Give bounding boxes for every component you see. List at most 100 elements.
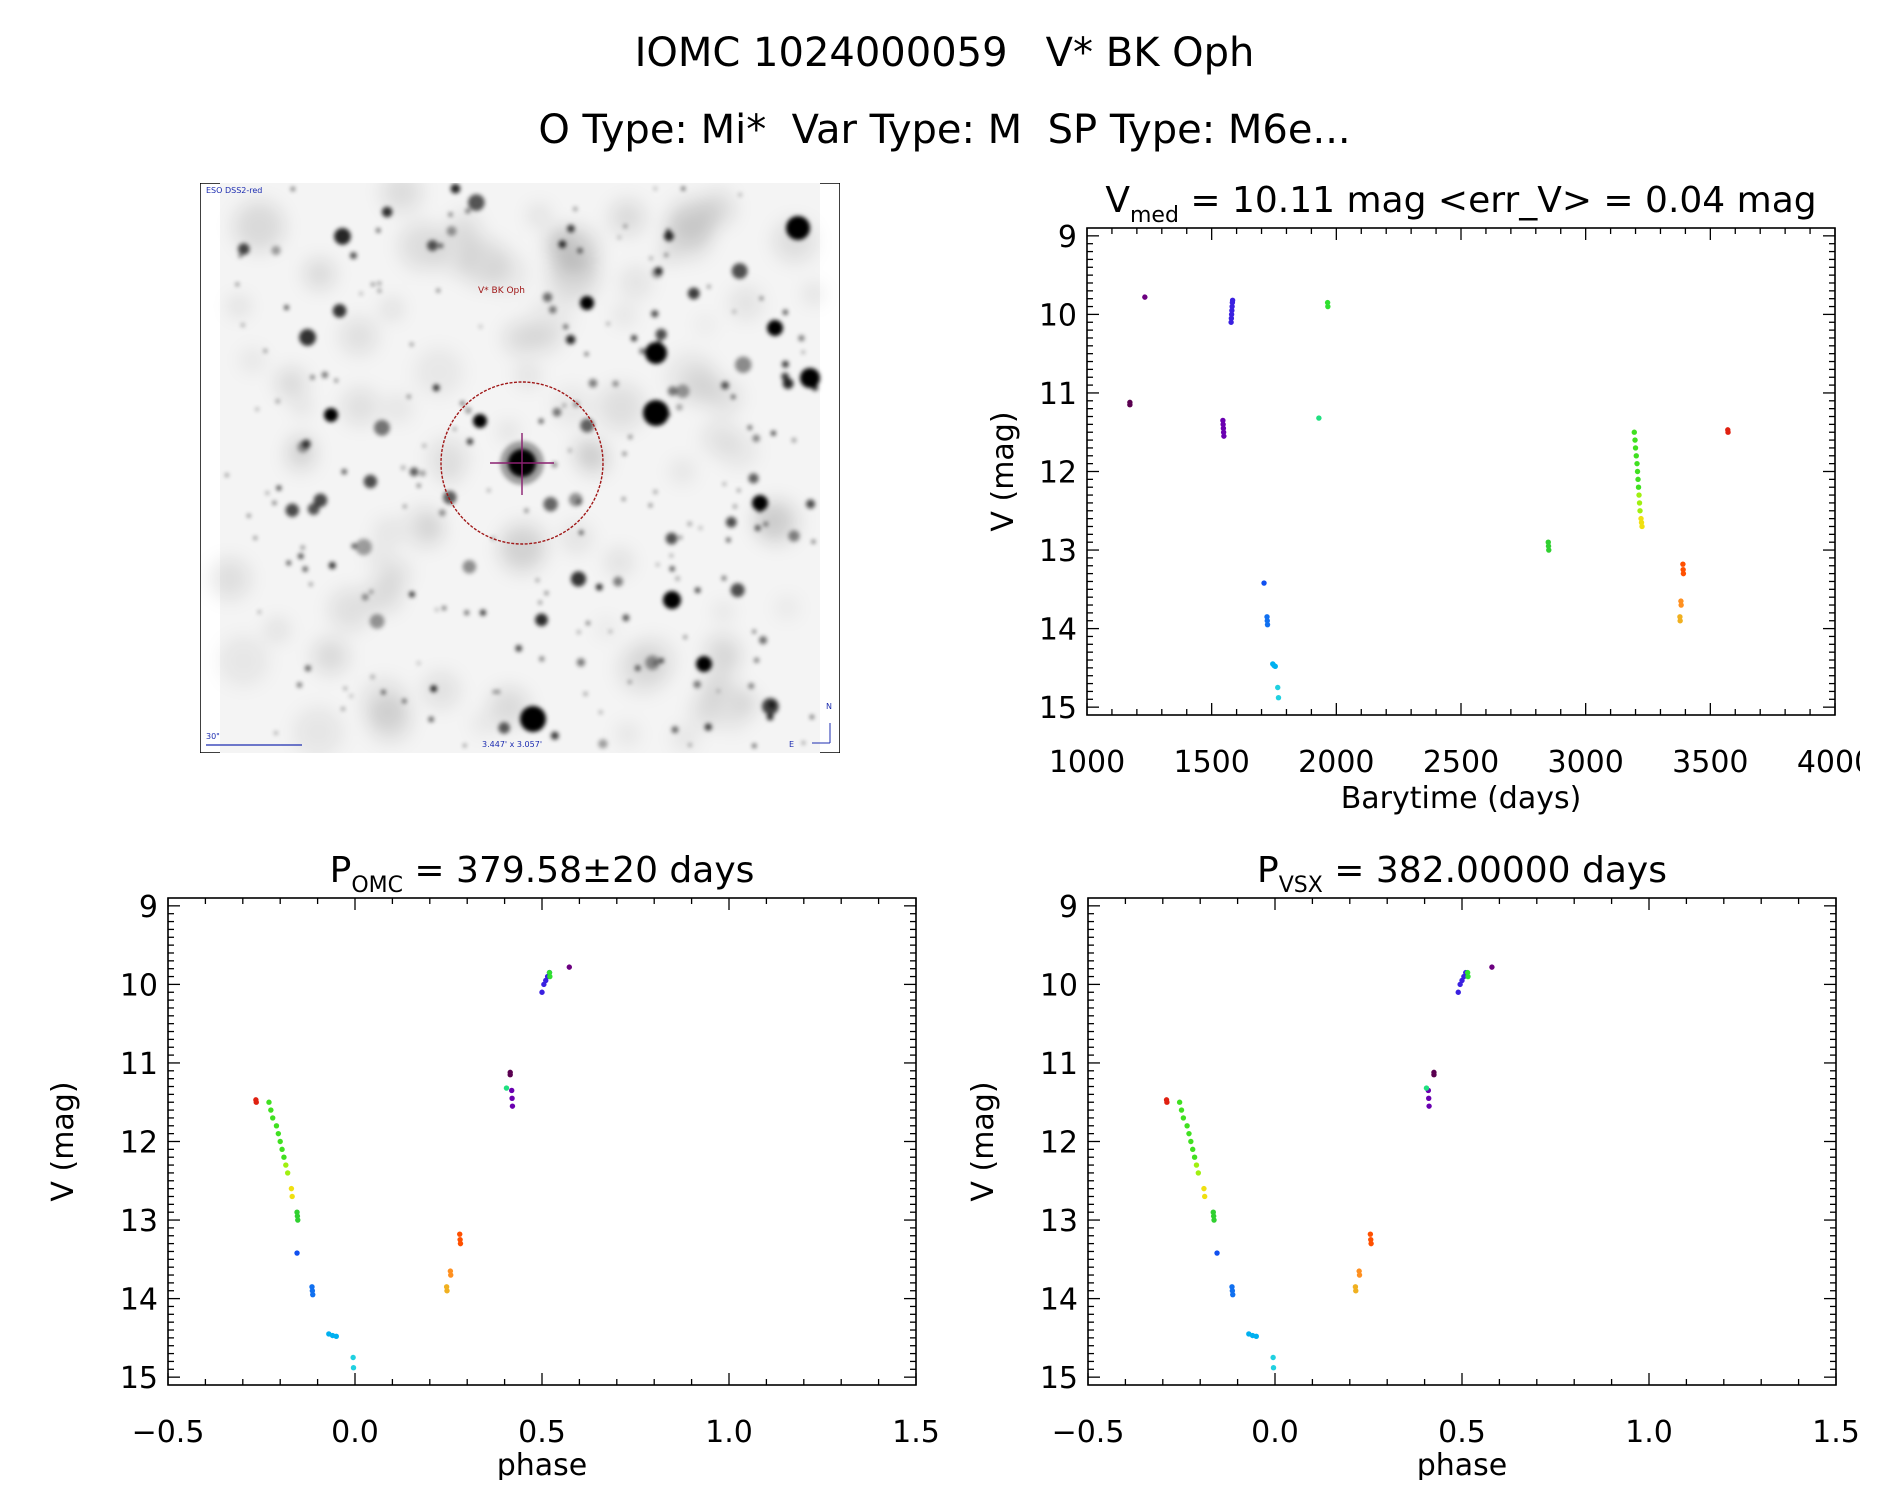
data-point	[1201, 1193, 1208, 1200]
x-tick-label: 0.5	[518, 1415, 566, 1450]
data-points	[1127, 294, 1731, 701]
data-point	[275, 1130, 282, 1137]
chart-title: PVSX = 382.00000 days	[1257, 850, 1667, 898]
data-point	[1634, 460, 1640, 467]
x-tick-label: 4000	[1797, 745, 1860, 780]
chart-title-symbol: V	[1105, 180, 1130, 221]
y-tick-label: 13	[120, 1204, 158, 1239]
data-point	[288, 1185, 295, 1192]
y-tick-label: 12	[120, 1126, 158, 1161]
data-points	[253, 964, 573, 1371]
target-marker	[440, 381, 604, 545]
y-tick-label: 13	[1039, 534, 1077, 569]
data-point	[294, 1250, 300, 1256]
data-point	[1210, 1213, 1217, 1219]
phase-omc-chart: POMC = 379.58±20 days −0.5 0.0 0.5 1.0 1.5 9 10…	[46, 850, 940, 1480]
data-point	[1678, 602, 1684, 608]
data-point	[1465, 973, 1471, 980]
fov-label: 3.447' x 3.057'	[482, 740, 542, 749]
x-tick-label: 1.0	[1625, 1415, 1673, 1450]
data-point	[1633, 453, 1639, 459]
figure-subtitle: O Type: Mi* Var Type: M SP Type: M6e...	[538, 107, 1351, 153]
data-point	[1635, 484, 1642, 490]
data-point	[1353, 1288, 1359, 1294]
data-point	[448, 1272, 454, 1278]
x-tick-label: 1500	[1173, 745, 1249, 780]
data-point	[1142, 294, 1148, 300]
data-point	[1214, 1250, 1220, 1256]
data-point	[295, 1217, 301, 1223]
data-point	[1546, 547, 1552, 553]
data-point	[1634, 468, 1641, 475]
data-point	[294, 1209, 300, 1215]
data-point	[294, 1213, 301, 1219]
scale-bar-label: 30"	[206, 732, 220, 741]
target-label: V* BK Oph	[478, 286, 525, 296]
data-point	[1210, 1209, 1216, 1215]
x-tick-label: 2000	[1298, 745, 1374, 780]
y-tick-label: 15	[1039, 691, 1077, 726]
data-point	[1677, 618, 1683, 624]
data-point	[566, 964, 573, 970]
data-point	[1426, 1095, 1432, 1101]
data-point	[309, 1284, 315, 1290]
plot-frame	[1086, 227, 1836, 716]
data-point	[281, 1154, 287, 1160]
y-tick-label: 12	[1039, 456, 1077, 491]
data-point	[509, 1095, 515, 1101]
data-point	[1678, 598, 1684, 604]
phase-vsx-chart: PVSX = 382.00000 days −0.5 0.0 0.5 1.0 1.5 9 10…	[966, 850, 1860, 1480]
data-point	[1229, 1288, 1236, 1294]
y-tick-label: 14	[1039, 613, 1077, 648]
data-point	[539, 989, 545, 995]
data-point	[457, 1240, 464, 1247]
data-point	[1164, 1099, 1170, 1105]
x-tick-label: 1.0	[705, 1415, 753, 1450]
y-tick-label: 15	[1040, 1361, 1078, 1396]
data-point	[1270, 1354, 1276, 1361]
data-point	[1631, 429, 1637, 435]
data-point	[1639, 523, 1645, 530]
x-tick-label: 3000	[1547, 745, 1623, 780]
y-axis-label: V (mag)	[986, 411, 1021, 531]
data-point	[284, 1170, 291, 1176]
data-point	[1228, 311, 1235, 318]
data-point	[1193, 1162, 1200, 1168]
data-point	[1191, 1154, 1198, 1160]
chart-title-subscript: OMC	[351, 873, 403, 898]
data-point	[1229, 1284, 1235, 1290]
data-point	[1368, 1240, 1374, 1247]
chart-title-symbol: P	[330, 850, 352, 891]
data-point	[1367, 1231, 1374, 1237]
chart-title-text: = 382.00000 days	[1323, 850, 1667, 891]
data-point	[279, 1146, 285, 1153]
chart-title: Vmed = 10.11 mag <err_V> = 0.04 mag	[1105, 180, 1816, 228]
chart-title-symbol: P	[1257, 850, 1279, 891]
data-point	[457, 1231, 463, 1237]
chart-title-text: = 10.11 mag <err_V> = 0.04 mag	[1179, 180, 1817, 221]
data-point	[1680, 566, 1686, 573]
x-tick-label: 1.5	[1812, 1415, 1860, 1450]
x-tick-label: 2500	[1423, 745, 1499, 780]
data-point	[1426, 1103, 1432, 1109]
data-point	[447, 1268, 454, 1274]
data-point	[457, 1236, 463, 1243]
data-point	[1455, 989, 1461, 995]
data-point	[509, 1103, 516, 1109]
x-tick-label: 1000	[1049, 745, 1125, 780]
chart-title-subscript: VSX	[1279, 873, 1323, 898]
data-point	[310, 1291, 316, 1298]
data-point	[1230, 1291, 1236, 1298]
compass-east-label: E	[789, 740, 794, 749]
data-point	[1325, 303, 1331, 310]
data-point	[1356, 1272, 1363, 1278]
data-point	[1261, 580, 1267, 586]
y-tick-label: 10	[1039, 298, 1077, 333]
y-tick-label: 12	[1040, 1126, 1078, 1161]
data-point	[277, 1138, 283, 1145]
data-point	[1636, 492, 1642, 498]
y-tick-label: 14	[1040, 1283, 1078, 1318]
x-axis-label: Barytime (days)	[1341, 781, 1582, 816]
data-point	[1253, 1333, 1259, 1339]
data-point	[1275, 684, 1281, 691]
